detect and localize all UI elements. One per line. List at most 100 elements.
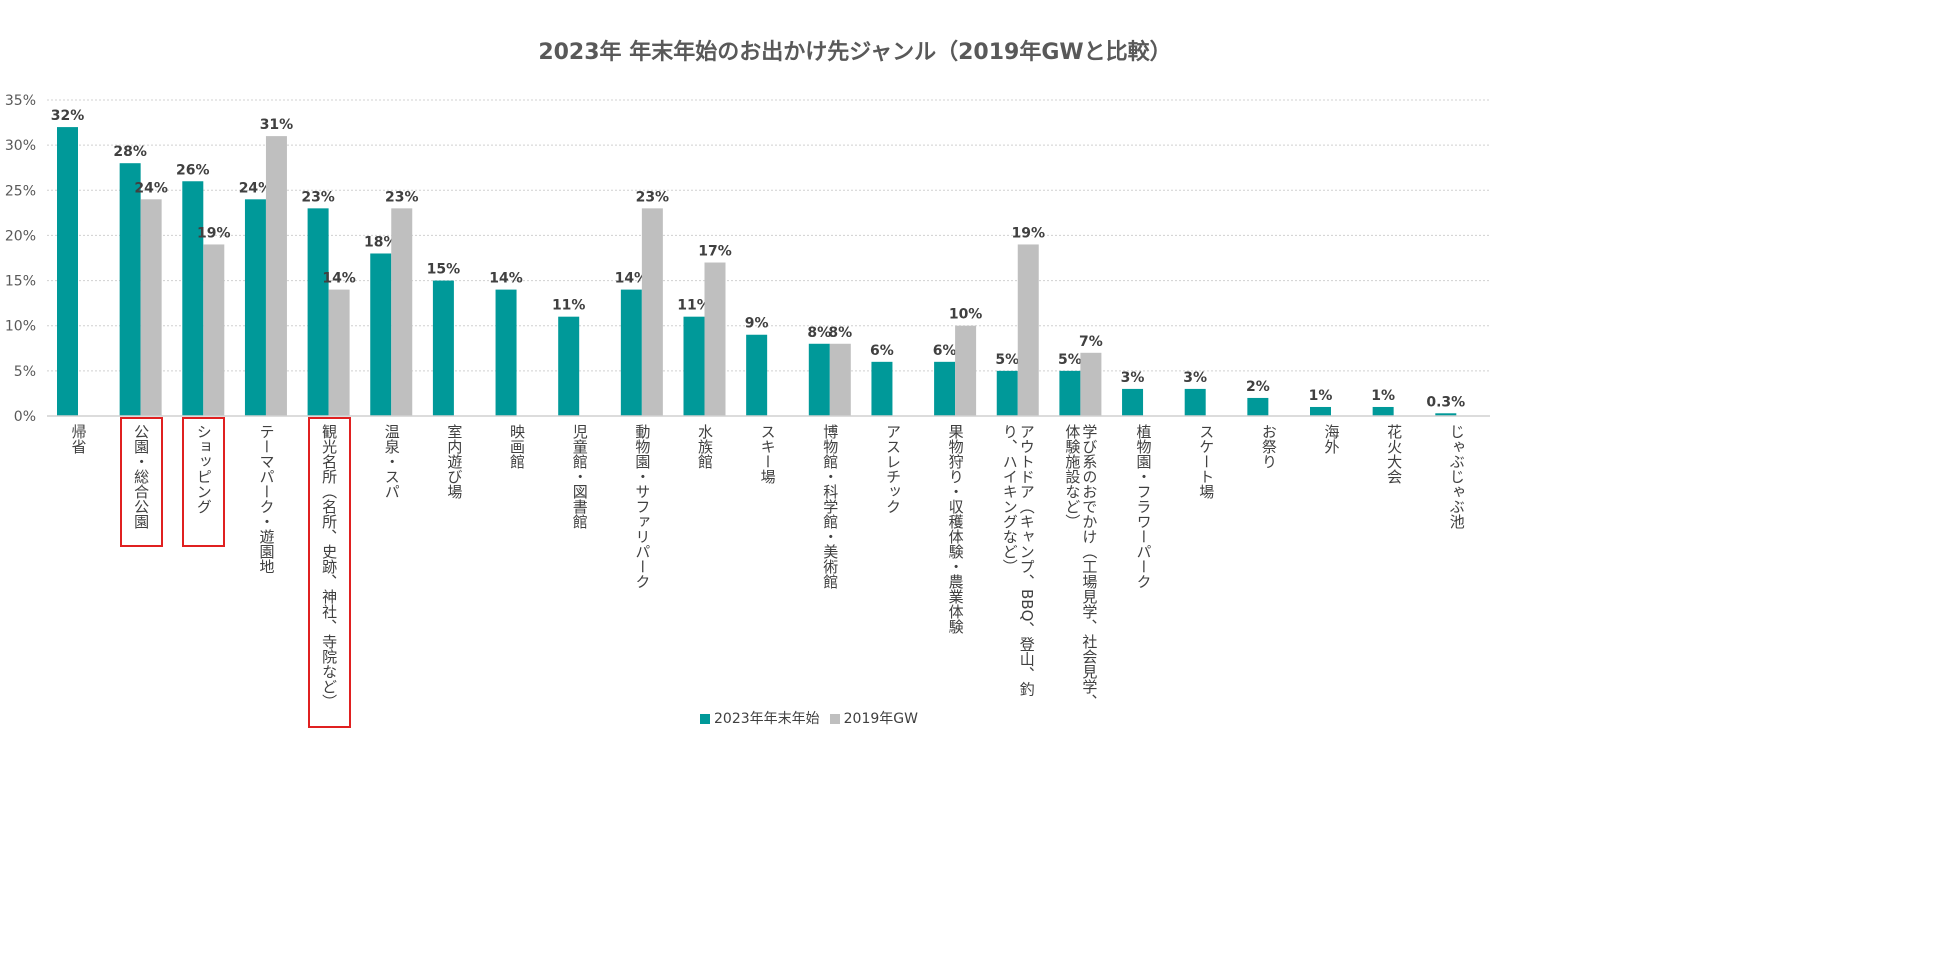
data-label: 24%	[134, 180, 168, 196]
bar-2019	[265, 136, 287, 416]
data-label: 32%	[51, 108, 85, 124]
data-label: 31%	[260, 117, 294, 133]
data-label: 3%	[1183, 370, 1207, 386]
data-label: 17%	[698, 244, 732, 260]
bar-2023	[495, 289, 517, 416]
bar-2023	[370, 253, 392, 416]
data-label: 9%	[745, 316, 769, 332]
x-tick-label: 水族館	[696, 424, 714, 469]
x-tick-label: 博物館・科学館・美術館	[821, 424, 840, 589]
legend-swatch-2019	[829, 714, 840, 724]
data-label: 10%	[949, 307, 983, 323]
bar-2023	[307, 208, 329, 416]
data-label: 15%	[427, 262, 461, 278]
bar-2023	[683, 316, 705, 416]
data-label: 14%	[615, 271, 649, 287]
x-tick-label: ショッピング	[194, 424, 213, 514]
x-tick-label: テーマパーク・遊園地	[257, 424, 276, 574]
data-label: 6%	[933, 343, 957, 359]
legend-item-2019: 2019年GW	[829, 708, 918, 728]
bar-2019	[1080, 352, 1102, 416]
y-tick-label: 0%	[14, 409, 36, 425]
chart-title: 2023年 年末年始のお出かけ先ジャンル（2019年GWと比較）	[538, 40, 1172, 65]
data-label: 24%	[239, 180, 273, 196]
data-label: 18%	[364, 234, 398, 250]
bar-2019	[955, 325, 977, 416]
bar-2023	[1372, 406, 1394, 416]
bar-2023	[1184, 388, 1206, 416]
bar-2019	[704, 262, 726, 416]
x-tick-label: アスレチック	[883, 424, 902, 514]
x-tick-label: 花火大会	[1385, 424, 1404, 484]
bar-2023	[1435, 413, 1457, 416]
bar-2023	[1059, 370, 1081, 416]
highlight-box	[307, 417, 351, 728]
x-tick-label: スキー場	[758, 424, 777, 484]
data-label: 23%	[385, 189, 419, 205]
y-tick-label: 35%	[5, 93, 36, 109]
y-tick-label: 25%	[5, 183, 36, 199]
bar-2019	[203, 244, 225, 416]
data-label: 11%	[552, 298, 586, 314]
highlight-box	[182, 417, 226, 547]
data-label: 1%	[1371, 388, 1395, 404]
data-label: 14%	[489, 271, 523, 287]
data-label: 19%	[197, 225, 231, 241]
x-tick-label: 学び系のおでかけ（工場見学、社会見学、体験施設など）	[1063, 424, 1099, 709]
bar-2023	[182, 181, 204, 416]
x-tick-label: スケート場	[1197, 424, 1216, 499]
bar-2019	[140, 199, 162, 416]
data-label: 26%	[176, 162, 210, 178]
bar-2023	[57, 127, 78, 416]
data-label: 23%	[636, 189, 670, 205]
y-tick-label: 5%	[14, 364, 36, 380]
bar-2023	[1247, 397, 1269, 416]
bar-2023	[1122, 388, 1144, 416]
x-tick-label: 植物園・フラワーパーク	[1134, 424, 1153, 589]
bar-2019	[391, 208, 413, 416]
x-tick-label: 動物園・サファリパーク	[633, 424, 652, 589]
x-tick-label: 室内遊び場	[445, 424, 464, 499]
data-label: 0.3%	[1426, 394, 1465, 410]
legend-label-2023: 2023年年末年始	[714, 711, 820, 727]
bar-2023	[746, 334, 768, 416]
x-tick-label: 海外	[1322, 424, 1341, 454]
bar-2023	[244, 199, 266, 416]
bar-2023	[620, 289, 642, 416]
bar-2023	[934, 361, 956, 416]
bar-2019	[1017, 244, 1039, 416]
y-tick-label: 30%	[5, 138, 36, 154]
x-tick-label: 帰省	[69, 424, 88, 454]
bar-2019	[829, 343, 851, 416]
data-label: 8%	[807, 325, 831, 341]
x-tick-label: 温泉・スパ	[382, 424, 401, 499]
bar-2023	[558, 316, 580, 416]
bar-2019	[641, 208, 663, 416]
legend-swatch-2023	[700, 714, 710, 724]
data-label: 28%	[113, 144, 147, 160]
data-label: 11%	[677, 298, 711, 314]
legend: 2023年年末年始 2019年GW	[700, 708, 918, 728]
x-tick-label: アウトドア（キャンプ、BBQ、登山、釣り、ハイキングなど）	[1000, 424, 1036, 697]
data-label: 23%	[301, 189, 335, 205]
data-label: 14%	[322, 271, 356, 287]
data-label: 5%	[995, 352, 1019, 368]
data-label: 8%	[828, 325, 852, 341]
data-label: 6%	[870, 343, 894, 359]
x-tick-label: 児童館・図書館	[570, 424, 589, 529]
bar-2023	[871, 361, 893, 416]
bar-2023	[808, 343, 830, 416]
x-tick-label: 観光名所（名所、史跡、神社、寺院など）	[320, 424, 339, 709]
y-tick-label: 15%	[5, 274, 36, 290]
data-label: 19%	[1011, 225, 1045, 241]
x-tick-label: じゃぶじゃぶ池	[1447, 424, 1466, 529]
bar-2023	[996, 370, 1018, 416]
x-tick-label: お祭り	[1259, 424, 1278, 469]
y-tick-label: 10%	[5, 319, 36, 335]
bar-2023	[1310, 406, 1331, 416]
bar-2023	[432, 280, 454, 416]
x-tick-label: 公園・総合公園	[132, 424, 151, 529]
highlight-box	[119, 417, 163, 547]
data-label: 7%	[1079, 334, 1103, 350]
